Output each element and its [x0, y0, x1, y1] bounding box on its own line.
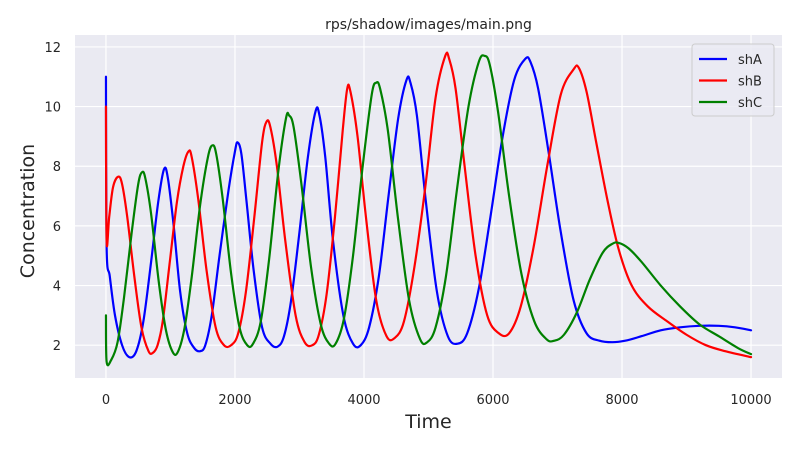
x-tick-labels: 0 2000 4000 6000 8000 10000	[102, 393, 772, 408]
x-tick-label: 2000	[218, 393, 251, 408]
x-tick-label: 10000	[730, 393, 771, 408]
y-tick-label: 8	[53, 160, 61, 175]
y-axis-label: Concentration	[17, 144, 39, 278]
legend-label-shC: shC	[738, 96, 762, 111]
y-tick-labels: 2 4 6 8 10 12	[44, 41, 61, 354]
legend-label-shB: shB	[738, 75, 762, 90]
x-tick-label: 8000	[605, 393, 638, 408]
y-tick-label: 4	[53, 280, 61, 295]
legend-label-shA: shA	[738, 53, 762, 68]
y-tick-label: 6	[53, 220, 61, 235]
chart-title: rps/shadow/images/main.png	[325, 17, 532, 33]
series-line-shC	[104, 54, 753, 367]
plot-area	[75, 35, 782, 378]
series-lines	[104, 51, 753, 367]
y-tick-label: 10	[44, 101, 61, 116]
x-tick-label: 4000	[347, 393, 380, 408]
y-tick-label: 12	[44, 41, 61, 56]
legend: shA shB shC	[691, 43, 775, 117]
y-tick-label: 2	[53, 339, 61, 354]
x-tick-label: 6000	[476, 393, 509, 408]
legend-box	[691, 43, 775, 117]
x-tick-label: 0	[102, 393, 110, 408]
x-axis-label: Time	[404, 411, 452, 433]
